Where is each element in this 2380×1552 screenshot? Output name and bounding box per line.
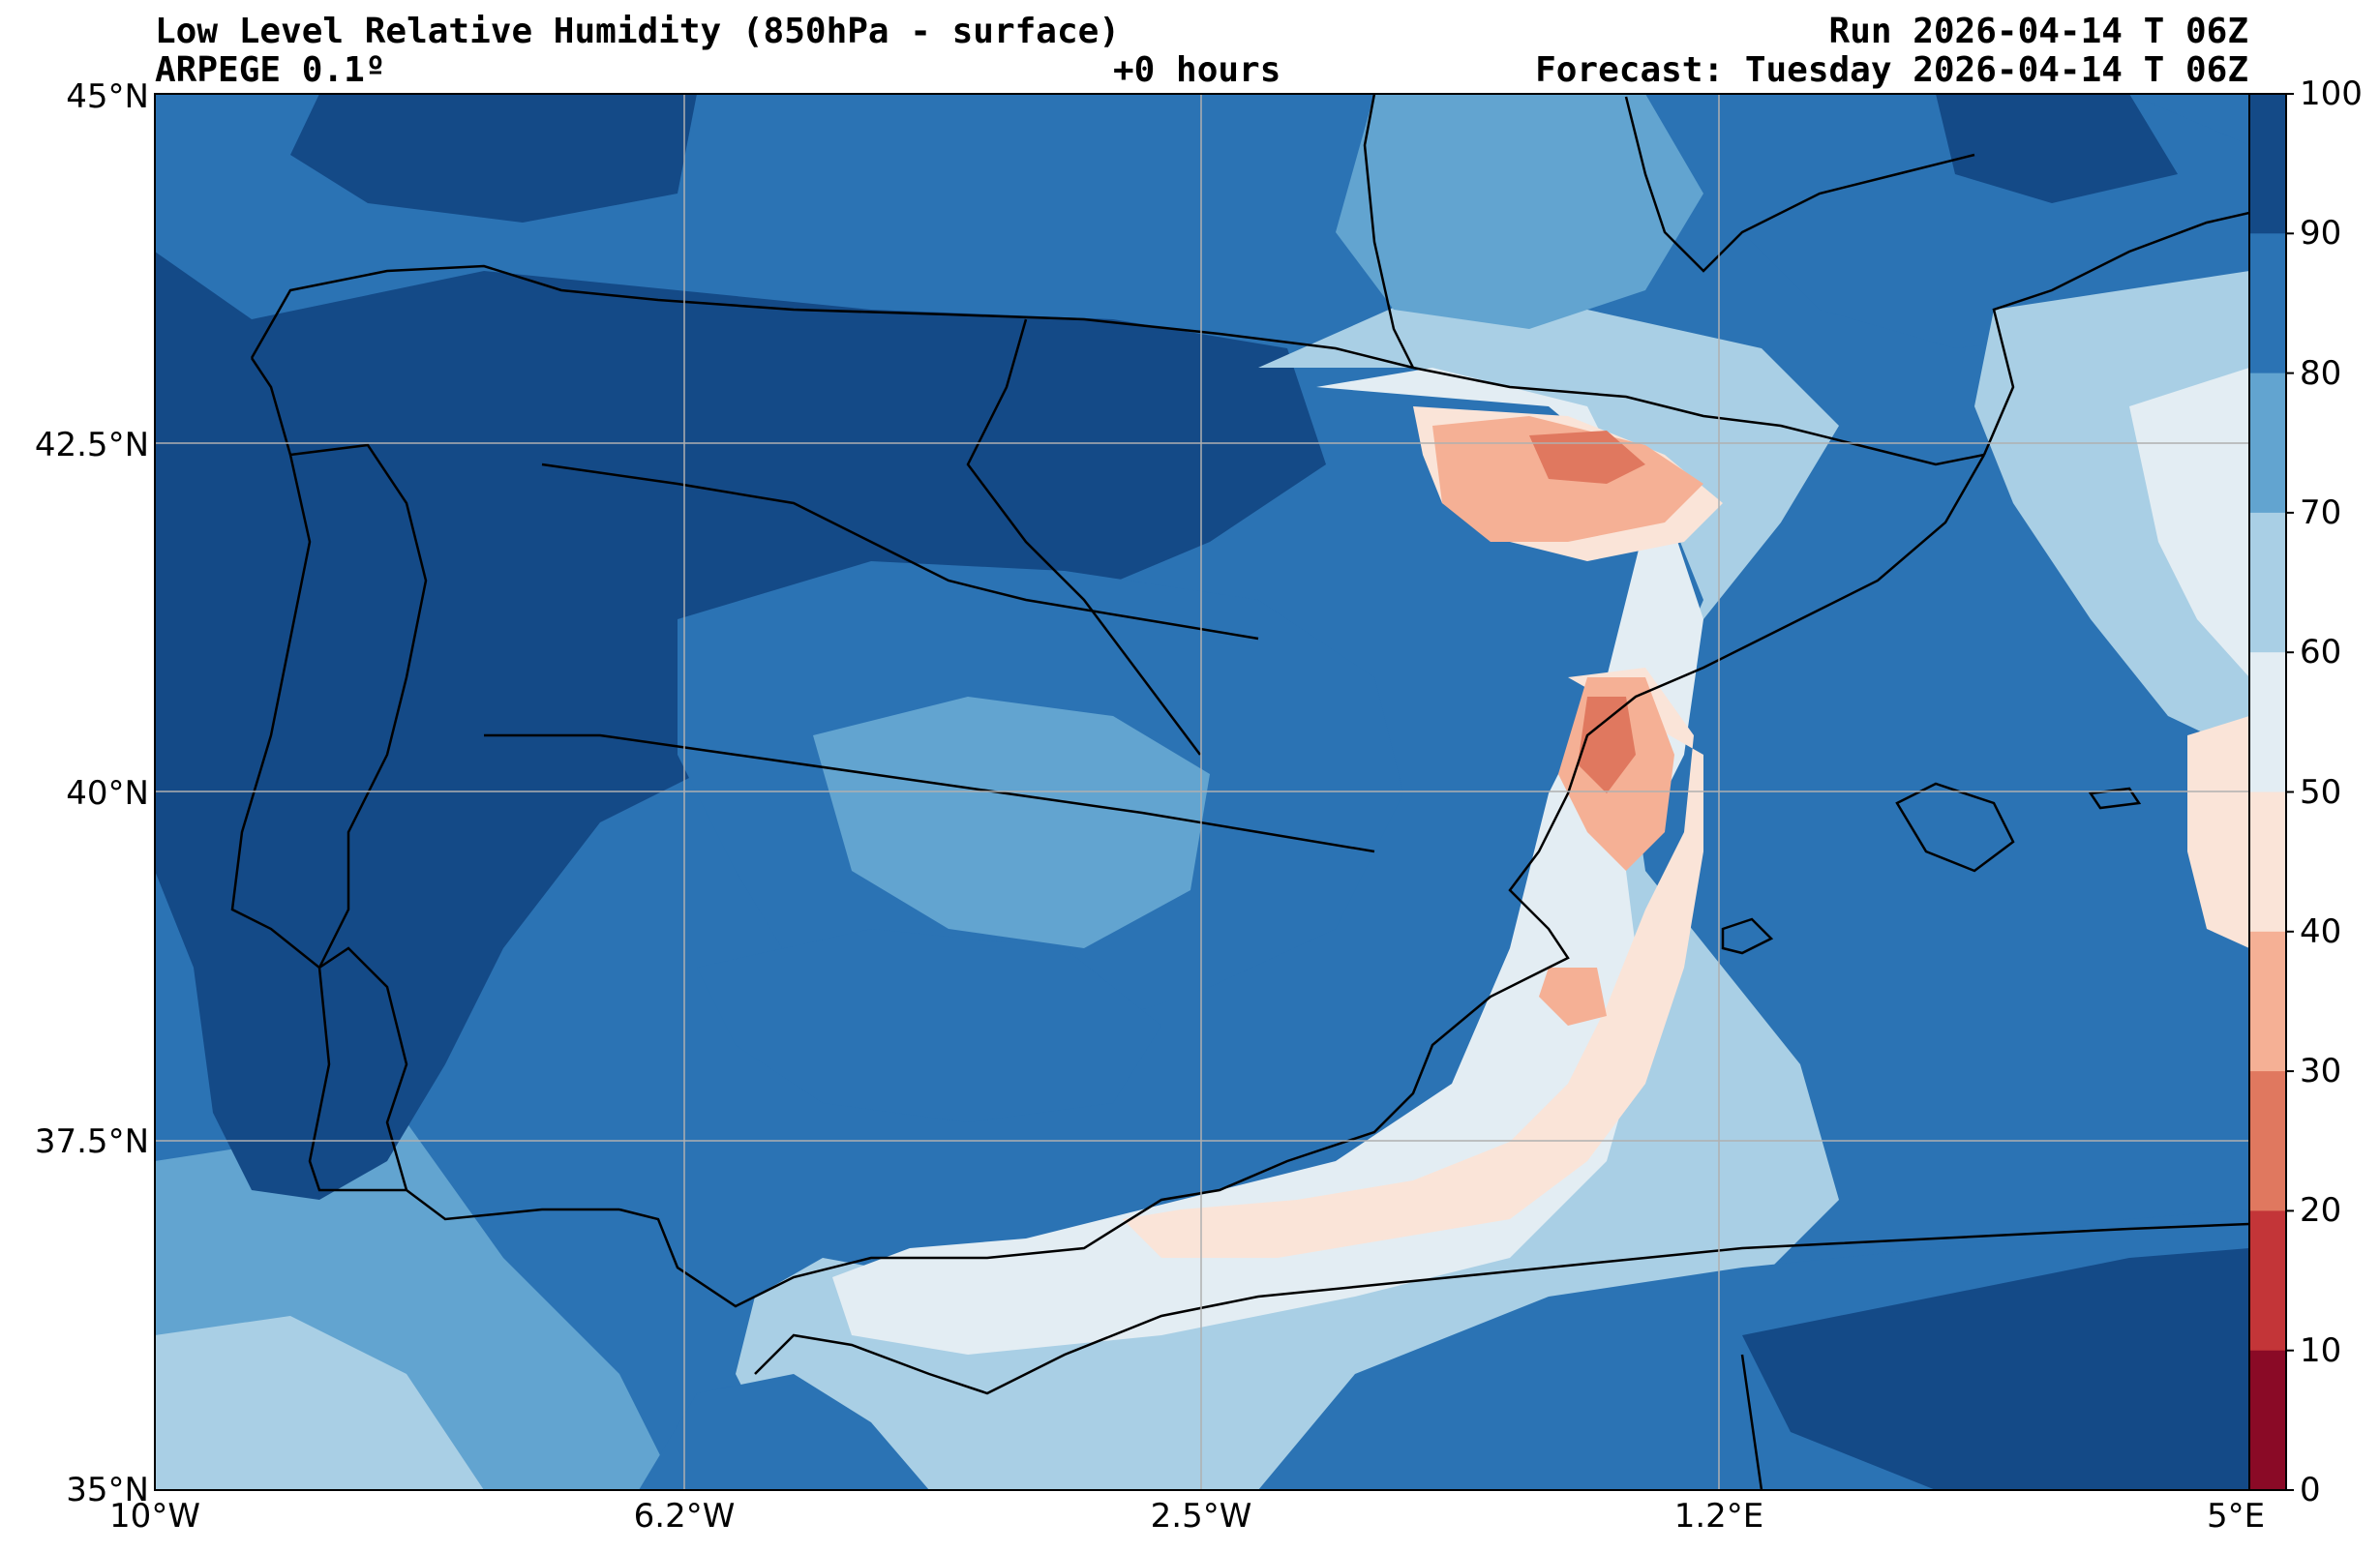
lon-tick-label: 6.2°W (633, 1497, 736, 1536)
portugal-spain-border (289, 443, 428, 969)
colorbar-tick-label: 70 (2300, 492, 2342, 532)
colorbar-segment (2249, 1350, 2286, 1491)
lead-time-label: +0 hours (1113, 50, 1281, 90)
humidity-zone-atlas (1742, 1248, 2249, 1490)
mediterranean-coastline (618, 454, 1986, 1308)
borders-layer (230, 94, 2249, 1490)
morocco-algeria-border (1740, 1354, 1763, 1490)
france-internal-border (1624, 96, 1975, 273)
humidity-zone-alps (1936, 94, 2178, 203)
colorbar-segment (2249, 931, 2286, 1072)
model-label: ARPEGE 0.1º (155, 50, 386, 90)
colorbar-segment (2249, 233, 2286, 374)
portugal-atlantic-coastline (230, 357, 619, 1221)
humidity-zone-la-mancha (813, 697, 1210, 948)
spain-region-border (966, 318, 1201, 756)
humidity-zone-castellon-driest (1578, 697, 1636, 793)
colorbar-tick-label: 40 (2300, 911, 2342, 951)
colorbar-segment (2249, 512, 2286, 653)
mallorca-island (1895, 782, 2015, 873)
ibiza-island (1721, 917, 1774, 955)
run-label: Run 2026-04-14 T 06Z (1828, 12, 2248, 51)
humidity-zone-alicante-dry (1539, 968, 1607, 1026)
colorbar-segment (2249, 94, 2286, 234)
colorbar-tick-label: 10 (2300, 1330, 2342, 1370)
north-coastline (250, 264, 1414, 370)
humidity-zone-andalusia (697, 929, 1161, 1122)
colorbar-tick-label: 80 (2300, 353, 2342, 393)
portugal-spain-border-south (318, 946, 408, 1191)
colorbar-tick-label: 30 (2300, 1052, 2342, 1091)
gulf-of-lion-coastline (1982, 211, 2249, 456)
humidity-zone-biscay-north (290, 94, 697, 223)
humidity-zone-southwest-france (1336, 94, 1703, 329)
lon-tick-label: 2.5°W (1150, 1497, 1252, 1536)
humidity-zone-east-coast (832, 368, 1703, 1355)
spain-region-border (541, 463, 1259, 641)
colorbar-segment (2249, 1210, 2286, 1352)
gridlines (155, 94, 2249, 1490)
humidity-zone-valencia-coast (1123, 668, 1703, 1258)
humidity-zone-sardinia-channel (2187, 716, 2249, 948)
lat-tick-label: 42.5°N (34, 426, 149, 464)
chart-title: Low Level Relative Humidity (850hPa - su… (155, 12, 1120, 51)
lat-tick-label: 37.5°N (34, 1122, 149, 1161)
colorbar-segment (2249, 652, 2286, 792)
colorbar (2249, 94, 2286, 1491)
colorbar-ticks (2286, 93, 2294, 1491)
lon-tick-label: 5°E (2206, 1497, 2266, 1536)
colorbar-segment (2249, 373, 2286, 514)
lat-tick-label: 45°N (66, 77, 149, 116)
lon-tick-label: 10°W (109, 1497, 200, 1536)
lat-tick-label: 35°N (66, 1471, 149, 1509)
north-africa-coastline (754, 1222, 2249, 1395)
colorbar-tick-label: 60 (2300, 633, 2342, 672)
humidity-zone-atlantic-southwest (155, 1316, 484, 1490)
colorbar-segment (2249, 1071, 2286, 1211)
lat-tick-label: 40°N (66, 774, 149, 813)
menorca-island (2088, 787, 2142, 810)
lon-tick-label: 1.2°E (1673, 1497, 1764, 1536)
colorbar-tick-label: 100 (2300, 75, 2363, 113)
colorbar-segment (2249, 791, 2286, 933)
colorbar-tick-label: 0 (2300, 1471, 2321, 1509)
humidity-zone-morocco-north (639, 1374, 929, 1490)
colorbar-tick-label: 90 (2300, 214, 2342, 254)
pyrenees-border (1412, 366, 1985, 466)
french-atlantic-coastline (1363, 94, 1415, 369)
spain-region-border (484, 733, 1375, 853)
humidity-field (155, 94, 2249, 1490)
colorbar-tick-label: 20 (2300, 1191, 2342, 1231)
forecast-label: Forecast: Tuesday 2026-04-14 T 06Z (1535, 50, 2248, 90)
colorbar-tick-label: 50 (2300, 772, 2342, 812)
humidity-zone-balearic-sea-east (2129, 368, 2249, 677)
